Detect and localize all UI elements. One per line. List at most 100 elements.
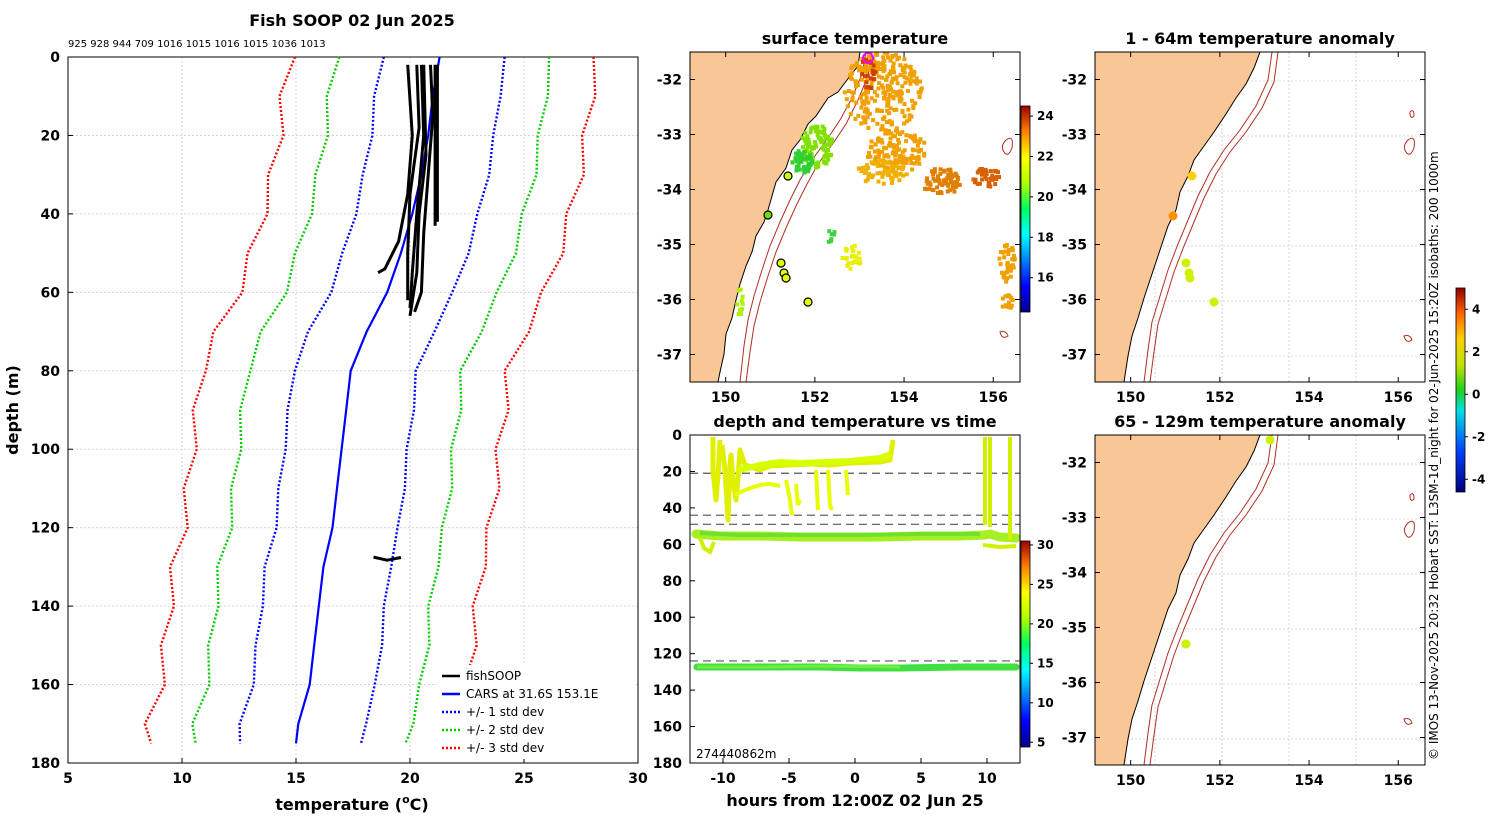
- sst-pixel: [940, 183, 945, 188]
- sst-pixel: [888, 106, 893, 111]
- timeseries-y-tick-label: 140: [653, 683, 682, 699]
- legend-label-std3: +/- 3 std dev: [466, 741, 544, 755]
- sst-pixel: [825, 134, 830, 139]
- sst-pixel: [735, 302, 740, 307]
- sst-pixel: [883, 128, 888, 133]
- sst-pixel: [849, 254, 854, 259]
- sst-pixel: [896, 137, 901, 142]
- sst-pixel: [932, 170, 937, 175]
- anomaly-map-65-129m: 65 - 129m temperature anomaly 150 152 154 1…: [1062, 287, 1485, 789]
- sst-pixel: [1000, 296, 1005, 301]
- sst-pixel: [860, 68, 865, 73]
- sst-pixel: [1008, 268, 1013, 273]
- sst-pixel: [808, 163, 813, 167]
- sst-pixel: [864, 163, 869, 168]
- sst-pixel: [1003, 294, 1008, 299]
- sst-pixel: [885, 99, 890, 104]
- sst-pixel: [1001, 250, 1006, 255]
- sst-pixel: [902, 66, 907, 70]
- sst-pixel: [881, 181, 886, 186]
- sst-pixel: [807, 166, 812, 171]
- sst-pixel: [872, 59, 877, 64]
- sst-pixel: [898, 89, 903, 94]
- legend-label-fishsoop: fishSOOP: [466, 669, 521, 683]
- colorbar-tick-label: 0: [1472, 387, 1480, 401]
- sst-pixel: [829, 238, 834, 243]
- sst-pixel: [947, 188, 952, 193]
- sst-pixel: [871, 63, 876, 68]
- sst-pixel: [881, 55, 886, 60]
- sst-pixel: [910, 71, 915, 76]
- sst-pixel: [1010, 298, 1015, 303]
- sst-pixel: [936, 174, 940, 179]
- sst-pixel: [887, 131, 892, 136]
- sst-pixel: [866, 174, 871, 179]
- sst-pixel: [879, 163, 884, 168]
- sst-pixel: [894, 75, 899, 80]
- sst-pixel: [869, 86, 874, 90]
- profile-y-tick-label: 180: [31, 756, 60, 772]
- sst-pixel: [886, 88, 891, 93]
- sst-pixel: [872, 66, 877, 71]
- sst-pixel: [912, 161, 917, 166]
- sst-pixel: [1007, 294, 1012, 299]
- timeseries-x-tick-label: 10: [977, 771, 997, 787]
- sst-pixel: [825, 142, 830, 147]
- sst-pixel: [905, 157, 910, 162]
- sst-pixel: [1006, 303, 1011, 308]
- sst-pixel: [894, 107, 899, 112]
- sst-pixel: [925, 181, 930, 186]
- sst-pixel: [894, 53, 898, 58]
- sst-pixel: [869, 139, 874, 144]
- sst-pixel: [897, 157, 902, 162]
- sst-pixel: [884, 120, 889, 125]
- map-y-tick-label: -37: [1062, 348, 1087, 364]
- sst-pixel: [865, 177, 870, 182]
- sst-pixel: [822, 129, 826, 134]
- timeseries-y-tick-label: 60: [663, 537, 683, 553]
- profile-y-tick-label: 160: [31, 678, 60, 694]
- timeseries-y-tick-label: 180: [653, 756, 682, 772]
- map-y-tick-label: -34: [1062, 566, 1088, 582]
- sst-pixel: [865, 110, 870, 115]
- surface-station-marker: [803, 297, 813, 307]
- map-y-tick-label: -32: [1062, 456, 1087, 472]
- sst-pixel: [880, 140, 885, 145]
- sst-pixel: [900, 68, 905, 73]
- sst-pixel: [829, 232, 834, 237]
- sst-pixel: [900, 108, 905, 113]
- sst-pixel: [871, 72, 876, 76]
- track-deep-band-core: [697, 664, 901, 669]
- sst-pixel: [739, 298, 744, 303]
- sst-pixel: [895, 57, 900, 62]
- sst-pixel: [954, 174, 959, 178]
- sst-pixel: [881, 161, 886, 165]
- sst-pixel: [880, 174, 885, 179]
- sst-pixel: [859, 121, 864, 126]
- sst-pixel: [1004, 279, 1009, 284]
- sst-pixel: [829, 137, 834, 142]
- sst-pixel: [807, 141, 812, 145]
- sst-pixel: [854, 84, 858, 88]
- anomaly1-isobath-200: [1143, 52, 1273, 382]
- sst-pixel: [889, 87, 894, 92]
- sst-pixel: [821, 138, 825, 143]
- profile-x-tick-label: 30: [628, 771, 648, 787]
- sst-pixel: [867, 111, 872, 116]
- sst-pixel: [870, 68, 875, 73]
- sst-pixel: [865, 77, 870, 82]
- sst-pixel: [895, 160, 900, 165]
- sst-pixel: [876, 152, 881, 156]
- surface-temperature-map: surface temperature 150 152 154 156 -32 -33 -3…: [657, 29, 1054, 406]
- sst-pixel: [998, 262, 1003, 267]
- profile-fish-line: [377, 64, 414, 275]
- sst-pixel: [867, 151, 872, 155]
- sst-pixel: [804, 141, 809, 146]
- sst-pixel: [928, 182, 933, 187]
- sst-pixel: [831, 232, 836, 237]
- map-x-tick-label: 156: [1384, 390, 1413, 406]
- sst-pixel: [873, 142, 878, 147]
- sst-pixel: [827, 142, 832, 147]
- profile-grid: [68, 57, 638, 763]
- profile-y-label: depth (m): [3, 365, 22, 455]
